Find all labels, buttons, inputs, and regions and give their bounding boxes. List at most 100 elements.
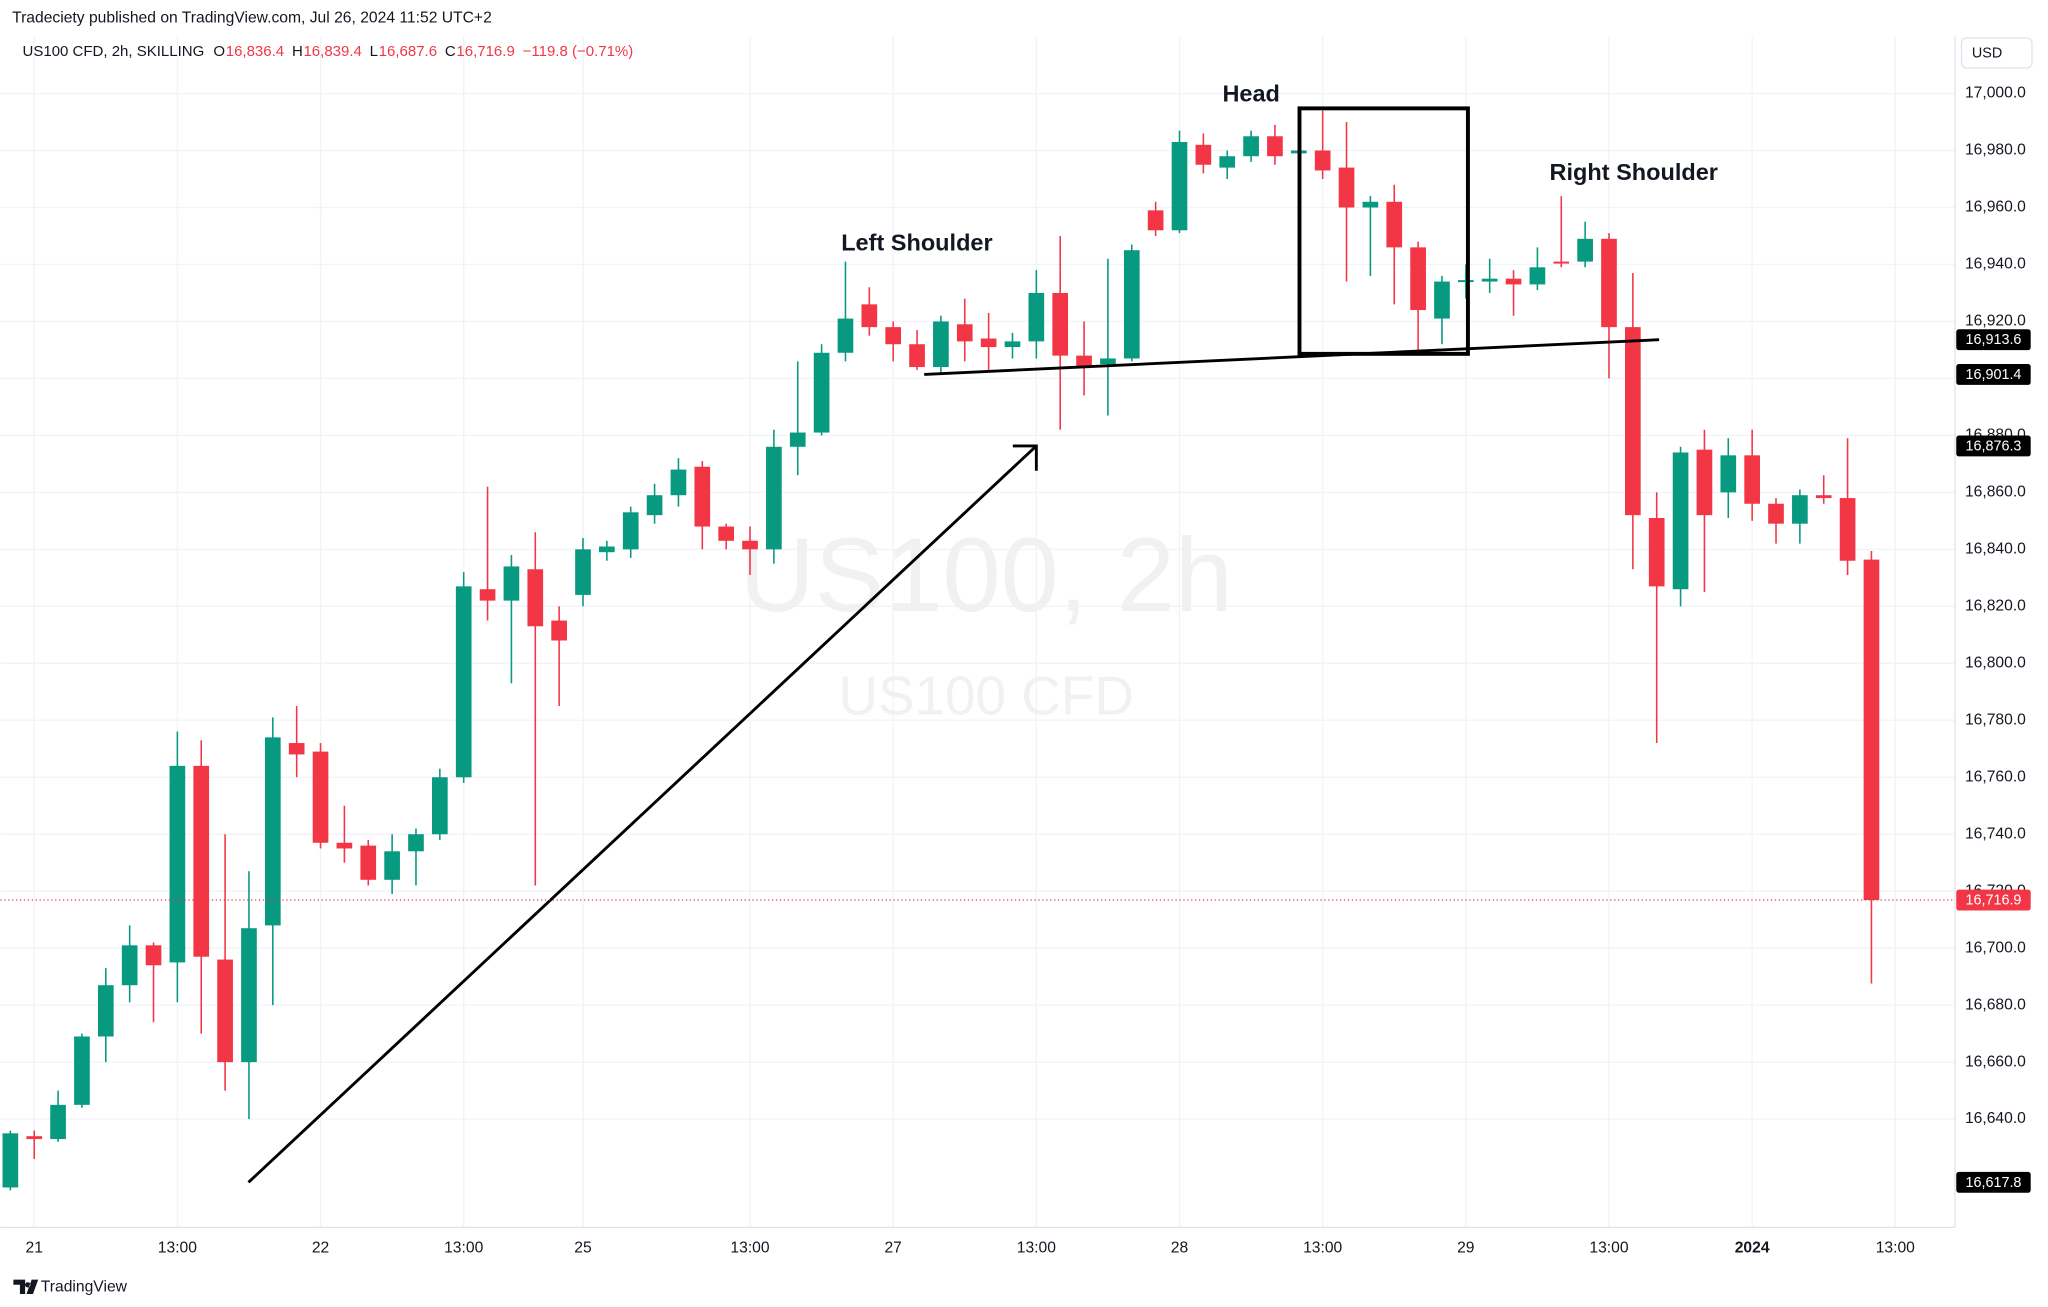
price-label — [1956, 435, 2031, 457]
candle-body — [1267, 136, 1283, 157]
candle-body — [1648, 518, 1665, 587]
price-label — [1956, 1171, 2031, 1193]
candle-body — [288, 743, 305, 755]
candle-body — [1052, 292, 1069, 356]
candle-body — [622, 512, 639, 550]
candle-body — [1815, 495, 1832, 499]
candle-body — [1625, 327, 1641, 516]
y-tick-label: 16,800.0 — [1965, 654, 2026, 671]
ohlc-value: 16,836.4 — [226, 43, 284, 60]
candles — [2, 110, 1880, 1191]
x-tick-label: 22 — [312, 1239, 329, 1256]
x-tick-label: 13:00 — [1303, 1239, 1342, 1256]
candle-body — [264, 737, 281, 926]
candle-body — [2, 1133, 19, 1188]
x-tick-label: 13:00 — [158, 1239, 197, 1256]
x-tick-label: 13:00 — [730, 1239, 769, 1256]
candle-body — [360, 845, 377, 880]
candle-body — [1195, 144, 1212, 165]
candle-body — [646, 495, 663, 516]
candle-body — [217, 959, 233, 1063]
candle-body — [241, 928, 257, 1063]
candle-body — [861, 304, 878, 328]
candle-body — [1696, 449, 1713, 516]
ohlc-value: 16,716.9 — [456, 43, 514, 60]
candle-body — [694, 466, 711, 527]
price-label-label: 16,913.6 — [1966, 332, 2022, 348]
candle-body — [837, 318, 854, 353]
candle-body — [503, 566, 520, 601]
candle-body — [312, 751, 329, 843]
y-tick-label: 16,640.0 — [1965, 1110, 2026, 1127]
candle-body — [145, 945, 162, 966]
candle-body — [1768, 503, 1784, 524]
y-tick-label: 16,840.0 — [1965, 540, 2026, 557]
y-tick-label: 16,760.0 — [1965, 768, 2026, 785]
candle-body — [1243, 136, 1259, 157]
x-tick-label: 25 — [574, 1239, 592, 1256]
watermark-subtitle: US100 CFD — [838, 664, 1134, 726]
y-tick-label: 16,860.0 — [1965, 484, 2026, 501]
candle-body — [1076, 355, 1092, 368]
price-label — [1956, 329, 2031, 351]
candle-body — [1577, 238, 1593, 262]
y-tick-label: 16,660.0 — [1965, 1053, 2026, 1070]
candle-body — [1744, 455, 1760, 504]
highlight-box — [1297, 106, 1470, 356]
candle-body — [50, 1104, 66, 1140]
x-tick-label: 21 — [26, 1239, 43, 1256]
axes: 16,640.016,660.016,680.016,700.016,720.0… — [26, 85, 2031, 1256]
candle-body — [933, 321, 949, 368]
candle-body — [599, 546, 615, 553]
candle-body — [1314, 150, 1331, 171]
price-label-label: 16,901.4 — [1966, 367, 2022, 383]
candle-body — [1720, 455, 1737, 493]
price-change: −119.8 (−0.71%) — [523, 43, 634, 60]
candle-body — [1529, 267, 1546, 285]
candle-body — [956, 324, 973, 342]
candle-body — [1147, 210, 1164, 231]
y-tick-label: 16,980.0 — [1965, 142, 2026, 159]
y-tick-label: 16,920.0 — [1965, 313, 2026, 330]
candle-body — [1434, 281, 1450, 319]
symbol: US100 CFD, 2h, SKILLING — [23, 43, 205, 60]
watermark-title: US100, 2h — [739, 517, 1233, 634]
annotation: Head — [1222, 81, 1279, 107]
ohlc-value: 16,687.6 — [379, 43, 437, 60]
candle-body — [670, 469, 687, 496]
candle-body — [193, 765, 210, 957]
published-note: Tradeciety published on TradingView.com,… — [12, 9, 492, 26]
candle-body — [1839, 498, 1856, 561]
candle-body — [1672, 452, 1689, 590]
candle-body — [766, 446, 782, 550]
y-tick-label: 16,680.0 — [1965, 996, 2026, 1013]
x-tick-label: 2024 — [1735, 1239, 1770, 1256]
x-tick-label: 29 — [1457, 1239, 1474, 1256]
symbol-legend: US100 CFD, 2h, SKILLING O 16,836.4 H 16,839… — [23, 43, 634, 60]
candle-body — [1362, 201, 1379, 208]
ohlc-key: C — [445, 43, 456, 60]
candle-body — [980, 338, 997, 348]
candle-body — [1171, 141, 1188, 231]
candle-body — [1219, 156, 1236, 168]
ohlc-key: H — [292, 43, 303, 60]
currency-button[interactable] — [1960, 37, 2033, 69]
x-tick-label: 13:00 — [1017, 1239, 1056, 1256]
candle-body — [1123, 250, 1140, 359]
candle-body — [1792, 495, 1808, 524]
x-tick-label: 13:00 — [1589, 1239, 1628, 1256]
candle-body — [909, 344, 925, 368]
x-tick-label: 13:00 — [444, 1239, 483, 1256]
candle-body — [551, 620, 567, 641]
candle-body — [575, 549, 591, 595]
candle-body — [1457, 280, 1474, 283]
candle-body — [408, 834, 424, 852]
y-tick-label: 16,740.0 — [1965, 825, 2026, 842]
candle-body — [1863, 559, 1880, 901]
currency[interactable]: USD — [1972, 45, 2002, 61]
price-label-label: 16,617.8 — [1966, 1175, 2022, 1191]
candle-body — [432, 777, 448, 835]
drawings — [0, 338, 1955, 1184]
